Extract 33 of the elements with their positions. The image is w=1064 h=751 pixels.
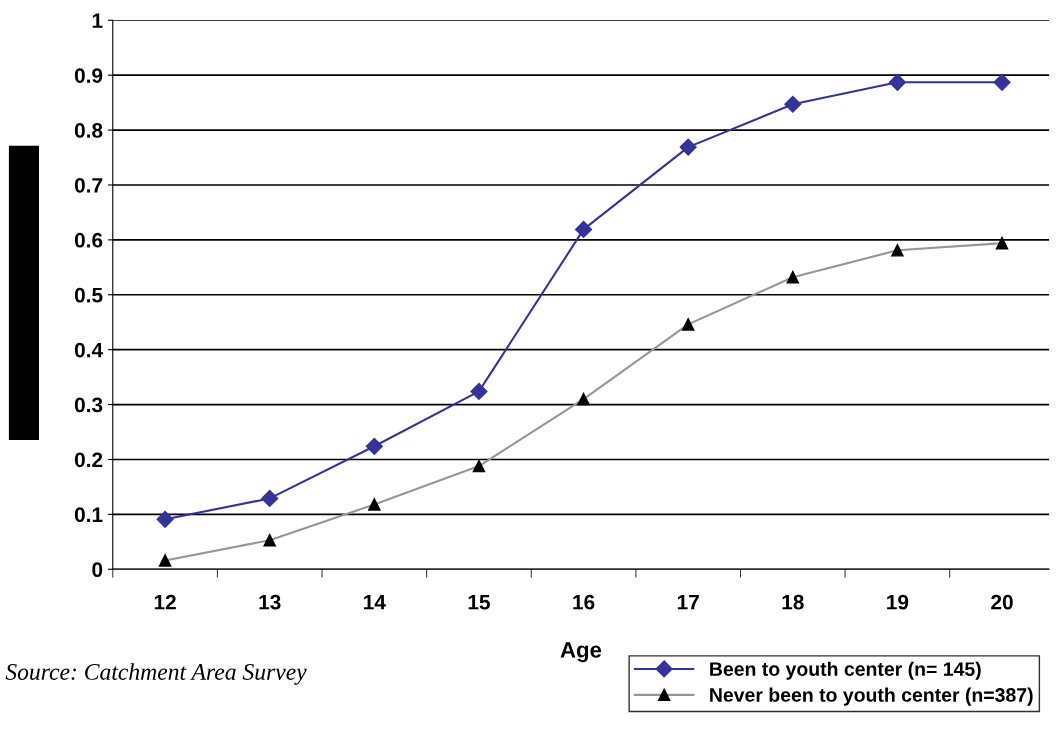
y-tick-label: 0.9 (74, 68, 103, 83)
x-tick-label: 18 (782, 594, 804, 610)
point (261, 489, 279, 507)
point (784, 95, 802, 113)
point (575, 220, 593, 238)
x-tick-label: 19 (887, 594, 909, 610)
point (888, 73, 906, 91)
point (993, 73, 1011, 91)
y-tick-label: 0.1 (74, 507, 103, 523)
y-tick-label: 1 (92, 13, 103, 28)
x-tick-label: 16 (573, 594, 595, 610)
x-tick-label: 13 (259, 594, 281, 610)
point (679, 138, 697, 156)
y-tick-label: 0.4 (74, 342, 103, 358)
x-axis-title: Age (560, 642, 602, 663)
x-tick-label: 20 (991, 594, 1013, 610)
y-tick-label: 0.3 (74, 397, 103, 413)
point (365, 437, 383, 455)
x-tick-label: 15 (468, 595, 490, 610)
y-tick-label: 0.5 (74, 287, 103, 303)
y-tick-label: 0.7 (74, 177, 103, 193)
x-tick-label: 12 (154, 594, 176, 610)
x-tick-label: 17 (677, 595, 699, 610)
y-tick-label: 0.8 (74, 123, 103, 138)
point (156, 510, 174, 528)
legend-label: Been to youth center (n= 145) (710, 661, 981, 680)
x-tick-label: 14 (364, 595, 386, 610)
source-note: Source: Catchment Area Survey (5, 663, 307, 685)
y-tick-label: 0.6 (74, 232, 103, 248)
y-tick-label: 0 (92, 562, 103, 578)
legend-label: Never been to youth center (n=387) (710, 687, 1033, 706)
point (470, 382, 488, 400)
y-tick-label: 0.2 (74, 452, 103, 468)
